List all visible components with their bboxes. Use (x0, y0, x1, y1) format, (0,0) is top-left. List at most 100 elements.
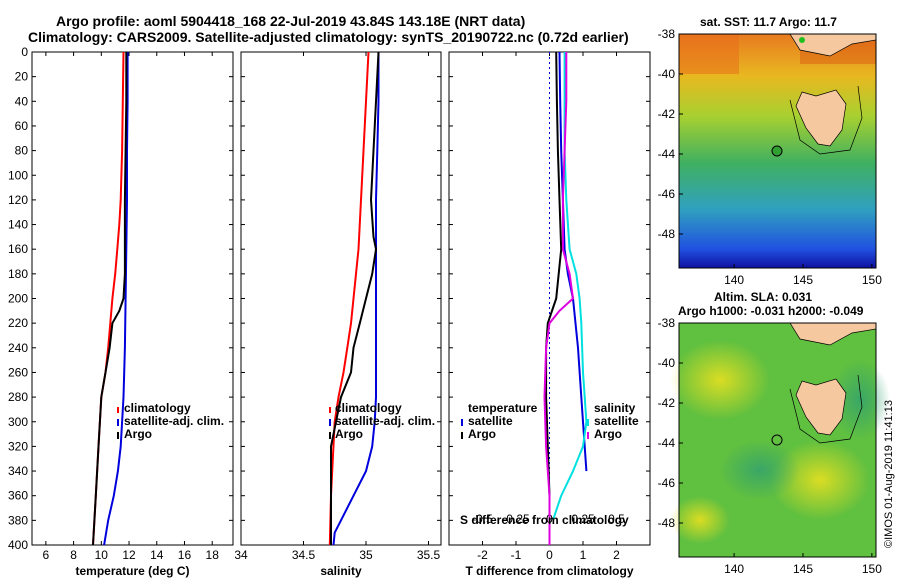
y-tick-label: 160 (8, 242, 28, 256)
sla-blob (670, 340, 770, 420)
y-tick-label: 0 (21, 45, 28, 59)
y-tick-label: 40 (15, 94, 29, 108)
x-tick-label: 0 (546, 548, 553, 562)
legend-label-s-argo: Argo (594, 427, 622, 441)
sla-blob (720, 440, 800, 500)
legend-label-satellite: satellite-adj. clim. (335, 414, 435, 428)
map-y-tick-label: -44 (658, 436, 676, 450)
x-tick-label: 34 (234, 548, 248, 562)
x-axis-label: salinity (320, 564, 362, 578)
difference-legend: temperature satellite Argo salinity sate… (460, 401, 639, 527)
y-tick-label: 20 (15, 70, 29, 84)
sla-map-frame (678, 322, 877, 558)
y-tick-label: 300 (8, 415, 28, 429)
y-tick-label: 260 (8, 365, 28, 379)
series-line-satellite-adj-clim- (332, 52, 380, 546)
bathymetry-contour (789, 374, 863, 444)
map-y-tick-label: -42 (658, 107, 676, 121)
legend-title-salinity: salinity (594, 401, 636, 415)
salinity-legend: climatology satellite-adj. clim. Argo (329, 401, 435, 441)
map-y-tick-label: -48 (658, 227, 676, 241)
x-tick-label: 6 (43, 548, 50, 562)
map-x-tick-label: 145 (793, 562, 813, 576)
legend-label-t-satellite: satellite (468, 414, 513, 428)
secondary-tick-label: -0.25 (502, 512, 530, 526)
plot-frame (31, 51, 234, 546)
series-line-satellite-adj-clim- (103, 52, 129, 546)
series-line-salinity-argo (543, 52, 575, 545)
argo-location-marker (771, 434, 783, 446)
x-tick-label: 14 (150, 548, 164, 562)
legend-label-t-argo: Argo (468, 427, 496, 441)
sst-map-frame (678, 33, 877, 269)
island-marker (799, 37, 805, 43)
map-x-tick-label: 140 (724, 562, 744, 576)
imos-watermark: ©IMOS 01-Aug-2019 11:41:13 (883, 400, 895, 548)
sla-blob (670, 496, 730, 544)
y-tick-label: 220 (8, 316, 28, 330)
y-tick-label: 180 (8, 267, 28, 281)
series-line-climatology (328, 51, 370, 546)
map-y-tick-label: -44 (658, 147, 676, 161)
x-tick-label: 35 (359, 548, 373, 562)
tasmania (795, 378, 847, 436)
x-tick-label: 12 (122, 548, 136, 562)
legend-label-s-satellite: satellite (594, 414, 639, 428)
map-y-tick-label: -38 (658, 316, 676, 330)
map-y-tick-label: -48 (658, 516, 676, 530)
map-y-tick-label: -40 (658, 356, 676, 370)
header-line2: Climatology: CARS2009. Satellite-adjuste… (28, 29, 629, 45)
sla-map-ticks: 140 145 150 -38 -40 -42 -44 -46 -48 (658, 316, 883, 576)
sla-blob (830, 360, 890, 440)
legend-label-argo: Argo (124, 427, 152, 441)
tasmania (795, 89, 847, 147)
x-tick-label: -2 (477, 548, 488, 562)
y-tick-label: 340 (8, 464, 28, 478)
bathymetry-contour (789, 85, 863, 155)
x-tick-label: -1 (511, 548, 522, 562)
map-x-tick-label: 140 (724, 273, 744, 287)
y-tick-label: 400 (8, 538, 28, 552)
argo-location-marker (771, 145, 783, 157)
y-tick-label: 280 (8, 390, 28, 404)
map-x-tick-label: 150 (862, 273, 882, 287)
series-line-argo (92, 52, 128, 546)
map-x-tick-label: 145 (793, 273, 813, 287)
sst-map-ticks: 140 145 150 -38 -40 -42 -44 -46 -48 (658, 27, 883, 287)
y-tick-label: 60 (15, 119, 29, 133)
x-tick-label: 35.5 (417, 548, 441, 562)
sst-warm-patch (679, 34, 739, 74)
legend-label-climatology: climatology (124, 401, 191, 415)
y-tick-label: 240 (8, 341, 28, 355)
header-line1: Argo profile: aoml 5904418_168 22-Jul-20… (56, 13, 525, 29)
sla-map: Altim. SLA: 0.031 Argo h1000: -0.031 h20… (658, 290, 890, 576)
map-y-tick-label: -40 (658, 67, 676, 81)
x-tick-label: 10 (95, 548, 109, 562)
secondary-axis-label: S difference from climatology (460, 513, 629, 527)
secondary-tick-label: -0.5 (472, 512, 493, 526)
series-line-temperature-argo (545, 51, 563, 545)
y-tick-label: 120 (8, 193, 28, 207)
map-x-tick-label: 150 (862, 562, 882, 576)
y-tick-label: 320 (8, 439, 28, 453)
x-tick-label: 8 (70, 548, 77, 562)
y-tick-label: 200 (8, 292, 28, 306)
sst-map: sat. SST: 11.7 Argo: 11.7 140 145 150 -38 -4… (658, 15, 883, 287)
legend-label-climatology: climatology (335, 401, 402, 415)
legend-label-argo: Argo (335, 427, 363, 441)
sla-map-title-line1: Altim. SLA: 0.031 (714, 290, 812, 304)
y-tick-label: 80 (15, 144, 29, 158)
x-tick-label: 34.5 (292, 548, 316, 562)
secondary-tick-label: 0.25 (571, 512, 595, 526)
y-tick-label: 100 (8, 168, 28, 182)
legend-label-satellite: satellite-adj. clim. (124, 414, 224, 428)
x-tick-label: 2 (613, 548, 620, 562)
secondary-tick-label: 0.5 (608, 512, 625, 526)
sst-map-title: sat. SST: 11.7 Argo: 11.7 (700, 15, 837, 29)
series-line-argo (330, 51, 380, 545)
x-tick-label: 16 (178, 548, 192, 562)
y-tick-label: 140 (8, 218, 28, 232)
map-y-tick-label: -38 (658, 27, 676, 41)
